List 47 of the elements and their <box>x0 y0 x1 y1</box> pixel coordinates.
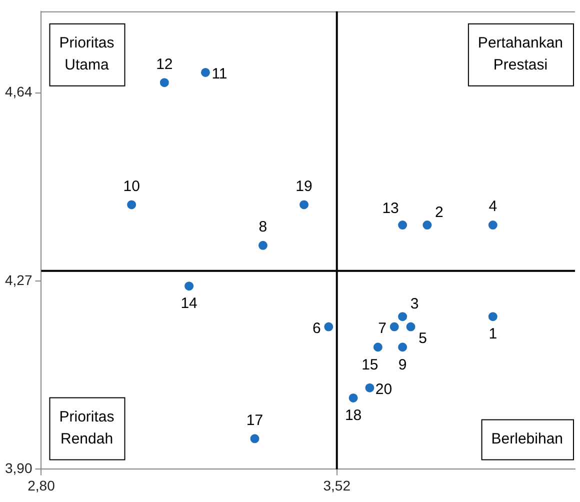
annotation: Berlebihan <box>491 430 563 448</box>
annotation: 14 <box>180 295 198 312</box>
annotation: Pertahankan Prestasi <box>478 34 564 74</box>
point <box>300 200 309 210</box>
annotation: Prioritas Utama <box>59 34 114 74</box>
y-tick-label: 4,64 <box>5 84 32 100</box>
annotation: 9 <box>398 356 407 374</box>
annotation: 19 <box>296 178 312 195</box>
point <box>324 322 334 332</box>
point <box>488 312 498 322</box>
annotation: 15 <box>362 356 378 374</box>
point <box>160 78 169 88</box>
point <box>398 312 408 322</box>
annotation: Prioritas Rendah <box>59 408 114 448</box>
point <box>488 220 498 230</box>
annotation: 7 <box>378 320 387 337</box>
point <box>398 220 408 230</box>
annotation: 12 <box>156 56 173 73</box>
point <box>127 200 136 210</box>
y-tick-label: 4,27 <box>5 272 32 288</box>
x-tick-label: 2,80 <box>28 477 56 494</box>
point <box>200 68 210 77</box>
point <box>250 434 260 444</box>
x-tick-label: 3,52 <box>323 477 351 494</box>
annotation: 3 <box>410 296 419 313</box>
point <box>398 342 408 352</box>
point <box>184 282 194 291</box>
annotation: 5 <box>418 330 427 347</box>
annotation: 8 <box>258 218 268 236</box>
point <box>373 342 382 352</box>
annotation: 1 <box>488 326 498 343</box>
y-tick-label: 3,90 <box>5 460 32 476</box>
annotation: 4 <box>488 198 498 216</box>
annotation: 20 <box>375 380 392 398</box>
annotation: 11 <box>212 66 228 83</box>
annotation: 18 <box>344 407 362 424</box>
point <box>348 393 358 402</box>
point <box>406 322 416 332</box>
point <box>258 240 268 250</box>
point <box>422 220 432 230</box>
point <box>365 383 374 392</box>
point <box>390 322 399 332</box>
annotation: 10 <box>123 178 140 195</box>
annotation: 13 <box>382 200 399 218</box>
annotation: 17 <box>246 412 264 429</box>
annotation: 6 <box>312 320 321 337</box>
annotation: 2 <box>435 204 444 222</box>
